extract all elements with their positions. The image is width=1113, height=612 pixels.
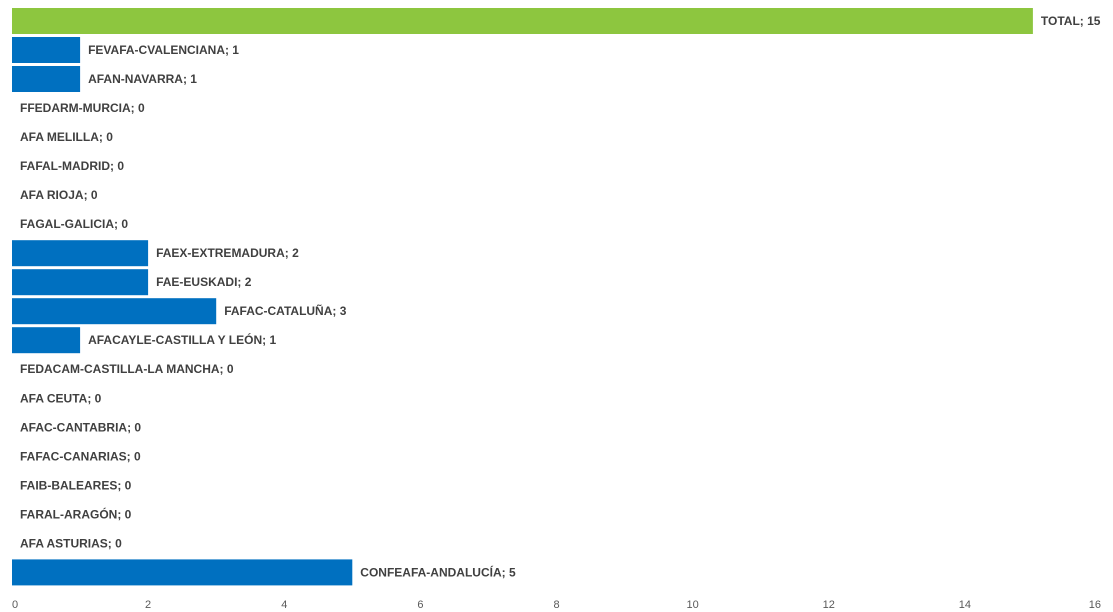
data-label-6: AFA RIOJA; 0 [20,188,98,202]
x-tick-label: 4 [281,599,287,611]
bar-2 [12,66,81,92]
x-tick-label: 16 [1089,599,1101,611]
bar-9 [12,269,149,296]
bar-19 [12,559,353,586]
data-label-7: FAGAL-GALICIA; 0 [20,217,128,231]
x-axis-ticks: 0 2 4 6 8 10 12 14 16 [12,599,1101,611]
bar-1 [12,37,81,63]
x-tick-label: 14 [959,599,971,611]
data-label-14: AFAC-CANTABRIA; 0 [20,420,141,434]
x-tick-label: 8 [553,599,559,611]
data-label-18: AFA ASTURIAS; 0 [20,536,122,550]
data-label-16: FAIB-BALEARES; 0 [20,478,132,492]
data-label-19: CONFEAFA-ANDALUCÍA; 5 [360,564,516,579]
x-tick-label: 2 [145,599,151,611]
data-label-2: AFAN-NAVARRA; 1 [88,72,197,86]
data-label-11: AFACAYLE-CASTILLA Y LEÓN; 1 [88,332,276,347]
data-label-0: TOTAL; 15 [1041,14,1101,28]
data-label-1: FEVAFA-CVALENCIANA; 1 [88,43,239,57]
bar-11 [12,327,81,354]
bars-group [12,8,1033,586]
x-tick-label: 12 [823,599,835,611]
data-label-15: FAFAC-CANARIAS; 0 [20,449,141,463]
data-label-4: AFA MELILLA; 0 [20,130,113,144]
data-label-12: FEDACAM-CASTILLA-LA MANCHA; 0 [20,362,234,376]
data-labels-group: TOTAL; 15 FEVAFA-CVALENCIANA; 1 AFAN-NAVAR… [20,14,1101,579]
data-label-3: FFEDARM-MURCIA; 0 [20,101,145,115]
data-label-8: FAEX-EXTREMADURA; 2 [156,246,299,260]
x-tick-label: 0 [12,599,18,611]
bar-10 [12,298,217,325]
data-label-9: FAE-EUSKADI; 2 [156,275,252,289]
bar-0 [12,8,1033,34]
x-tick-label: 6 [417,599,423,611]
data-label-13: AFA CEUTA; 0 [20,391,102,405]
x-tick-label: 10 [686,599,698,611]
bar-8 [12,240,149,267]
data-label-5: FAFAL-MADRID; 0 [20,159,124,173]
data-label-17: FARAL-ARAGÓN; 0 [20,506,132,521]
data-label-10: FAFAC-CATALUÑA; 3 [224,303,347,318]
